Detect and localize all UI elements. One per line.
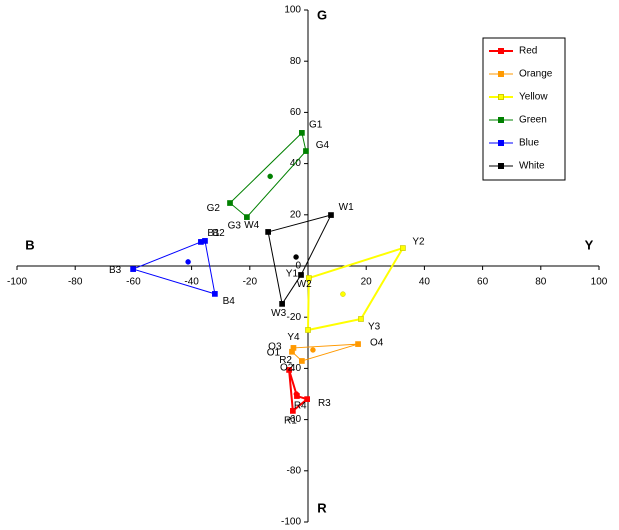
point-label: G4 bbox=[316, 140, 330, 151]
data-point bbox=[305, 327, 311, 333]
point-label: O2 bbox=[280, 363, 294, 374]
x-tick-label: -60 bbox=[126, 277, 141, 288]
point-label: W2 bbox=[297, 279, 312, 290]
legend-label: Blue bbox=[519, 138, 539, 149]
data-point bbox=[265, 229, 271, 235]
x-tick-label: -20 bbox=[243, 277, 258, 288]
data-point bbox=[202, 238, 208, 244]
point-label: B4 bbox=[223, 296, 236, 307]
series-outline bbox=[306, 246, 406, 332]
point-label: O3 bbox=[268, 342, 282, 353]
y-tick-label: 40 bbox=[290, 158, 302, 169]
x-tick-label: -40 bbox=[184, 277, 199, 288]
center-point bbox=[267, 173, 273, 180]
x-tick-label: 100 bbox=[591, 277, 608, 288]
legend-label: Red bbox=[519, 46, 537, 57]
y-tick-label: -40 bbox=[287, 363, 302, 374]
point-label: O4 bbox=[370, 337, 384, 348]
series-outline bbox=[131, 240, 216, 295]
data-point bbox=[130, 266, 136, 272]
y-tick-label: 0 bbox=[295, 261, 301, 272]
center-point bbox=[310, 347, 316, 353]
point-label: R1 bbox=[284, 415, 297, 426]
legend-box bbox=[482, 37, 566, 181]
data-point bbox=[299, 130, 305, 136]
x-tick-label: 20 bbox=[361, 277, 373, 288]
axis-letter: B bbox=[25, 237, 34, 252]
point-label: B3 bbox=[109, 265, 122, 276]
data-point bbox=[298, 272, 304, 278]
center-point bbox=[340, 291, 346, 297]
data-point bbox=[227, 200, 233, 206]
y-tick-label: 80 bbox=[290, 56, 302, 67]
center-point bbox=[293, 254, 299, 260]
legend-marker bbox=[498, 163, 504, 169]
data-point bbox=[400, 245, 406, 251]
legend-marker bbox=[498, 71, 504, 77]
data-point bbox=[244, 214, 250, 220]
x-tick-label: 40 bbox=[419, 277, 431, 288]
data-point bbox=[279, 301, 285, 307]
point-label: R3 bbox=[318, 398, 331, 409]
point-label: G3 bbox=[228, 220, 242, 231]
point-label: W3 bbox=[271, 308, 286, 319]
data-point bbox=[303, 148, 309, 154]
legend-marker bbox=[498, 48, 504, 54]
point-label: W1 bbox=[339, 202, 354, 213]
legend-label: White bbox=[519, 161, 545, 172]
legend: Red Orange Yellow Green Blue White bbox=[482, 37, 566, 181]
data-point bbox=[290, 408, 296, 414]
y-tick-label: -100 bbox=[281, 517, 301, 528]
data-point bbox=[358, 316, 364, 322]
x-tick-label: 60 bbox=[477, 277, 489, 288]
point-label: G2 bbox=[207, 203, 221, 214]
data-point bbox=[286, 367, 292, 373]
axis-letter: R bbox=[317, 500, 327, 515]
legend-label: Green bbox=[519, 115, 547, 126]
point-label: Y4 bbox=[287, 332, 300, 343]
data-point bbox=[328, 212, 334, 218]
center-point bbox=[185, 259, 191, 265]
data-point bbox=[355, 341, 361, 347]
point-label: R4 bbox=[294, 400, 307, 411]
legend-label: Orange bbox=[519, 69, 553, 80]
point-label: B2 bbox=[213, 228, 226, 239]
y-tick-label: 20 bbox=[290, 209, 302, 220]
axis-letter: Y bbox=[585, 237, 594, 252]
y-tick-label: 60 bbox=[290, 107, 302, 118]
point-label: R2 bbox=[279, 355, 292, 366]
y-tick-label: 100 bbox=[284, 5, 301, 16]
data-point bbox=[212, 291, 218, 297]
data-point bbox=[290, 345, 297, 351]
y-tick-label: -20 bbox=[287, 312, 302, 323]
x-tick-label: -80 bbox=[68, 277, 83, 288]
axis-letter: G bbox=[317, 7, 327, 22]
x-tick-label: -100 bbox=[7, 277, 27, 288]
series-outline bbox=[267, 214, 332, 306]
point-label: W4 bbox=[244, 220, 259, 231]
point-label: Y3 bbox=[368, 322, 381, 333]
point-label: G1 bbox=[309, 119, 323, 130]
y-tick-label: -60 bbox=[287, 414, 302, 425]
legend-marker bbox=[498, 94, 504, 100]
x-tick-label: 80 bbox=[535, 277, 547, 288]
data-point bbox=[294, 393, 300, 399]
point-label: Y2 bbox=[412, 237, 425, 248]
point-label: O1 bbox=[267, 347, 281, 358]
point-label: Y1 bbox=[286, 268, 299, 279]
data-point bbox=[304, 396, 310, 402]
data-point bbox=[306, 275, 312, 281]
y-tick-label: -80 bbox=[287, 465, 302, 476]
legend-marker bbox=[498, 117, 504, 123]
legend-marker bbox=[498, 140, 504, 146]
legend-label: Yellow bbox=[519, 92, 548, 103]
point-label: B1 bbox=[207, 228, 220, 239]
data-point bbox=[299, 358, 305, 364]
